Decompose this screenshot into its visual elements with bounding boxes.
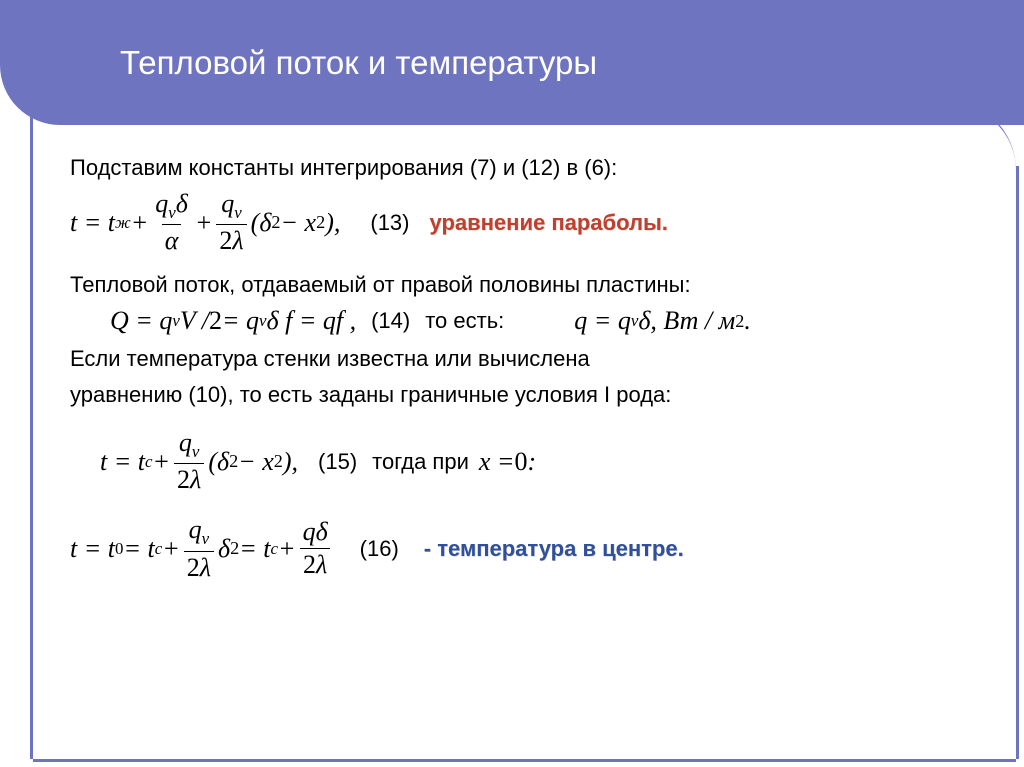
eq13-number: (13) <box>370 210 409 236</box>
text-line-3b: уравнению (10), то есть заданы граничные… <box>70 382 984 408</box>
text-line-3a: Если температура стенки известна или выч… <box>70 346 984 372</box>
equation-15-row: t = tc + qv2λ (δ2 − x2), (15) тогда при … <box>100 428 984 495</box>
slide-title: Тепловой поток и температуры <box>120 44 597 82</box>
eq14-number: (14) <box>371 308 410 334</box>
eq15-number: (15) <box>318 449 357 475</box>
equation-15: t = tc + qv2λ (δ2 − x2), <box>100 428 298 495</box>
equation-14b: q = qvδ, Вт / м2. <box>574 306 751 336</box>
text-line-1: Подставим константы интегрирования (7) и… <box>70 155 984 181</box>
eq16-caption: - температура в центре. <box>424 536 684 562</box>
eq16-number: (16) <box>360 536 399 562</box>
equation-16-row: t = t0 = tc + qv2λ δ2 = tc + qδ2λ (16) -… <box>70 515 984 582</box>
equation-14-row: Q = qvV / 2 = qvδ f = qf , (14) то есть:… <box>110 306 984 336</box>
equation-13-row: t = tж + qvδα + qv2λ (δ2 − x2), (13) ура… <box>70 189 984 256</box>
eq13-caption: уравнение параболы. <box>430 210 668 236</box>
text-line-2: Тепловой поток, отдаваемый от правой пол… <box>70 272 984 298</box>
eq14-mid: то есть: <box>425 308 504 334</box>
equation-16: t = t0 = tc + qv2λ δ2 = tc + qδ2λ <box>70 515 335 582</box>
equation-15b: x = 0: <box>479 447 536 477</box>
slide-content: Подставим константы интегрирования (7) и… <box>70 155 984 589</box>
equation-14: Q = qvV / 2 = qvδ f = qf , <box>110 306 356 336</box>
equation-13: t = tж + qvδα + qv2λ (δ2 − x2), <box>70 189 340 256</box>
eq15-mid: тогда при <box>372 449 469 475</box>
